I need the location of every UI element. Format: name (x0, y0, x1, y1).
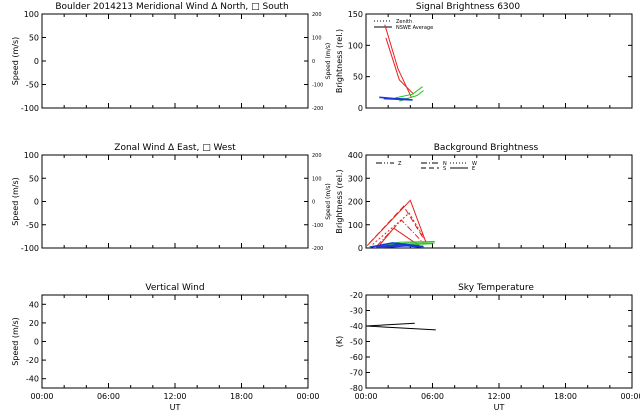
zonal-ytick-label: -50 (26, 221, 39, 230)
zonal-ylabel-right: Speed (m/s) (325, 183, 332, 219)
zonal-ytick-right-label: 100 (312, 176, 322, 182)
sky-xtick-label: 00:00 (620, 392, 640, 401)
background-series-green-2 (374, 242, 435, 247)
vertical-plot-frame (41, 294, 309, 389)
signal-series-blue-2 (383, 97, 413, 101)
signal-series-red-2 (385, 37, 415, 95)
zonal-ytick-right-label: -100 (312, 223, 323, 229)
meridional-ytick-label: -50 (26, 81, 39, 90)
vertical-ylabel: Speed (m/s) (11, 317, 20, 366)
meridional-ylabel: Speed (m/s) (11, 37, 20, 86)
background-title: Background Brightness (434, 143, 539, 153)
sky-xlabel: UT (494, 403, 505, 412)
vertical-ytick-label: 20 (29, 319, 39, 328)
background-series-blue-3 (379, 244, 422, 249)
vertical-title: Vertical Wind (145, 283, 204, 293)
sky-ytick-label: -20 (350, 291, 363, 300)
zonal-ylabel: Speed (m/s) (11, 177, 20, 226)
zonal-ytick-label: 0 (34, 198, 39, 207)
sky-xtick-label: 12:00 (487, 392, 510, 401)
background-series-red-Z (377, 227, 420, 248)
sky-ytick-label: -50 (350, 338, 363, 347)
zonal-title: Zonal Wind Δ East, □ West (114, 143, 236, 153)
background-legend-n: N (443, 161, 447, 167)
signal-ytick-label: 0 (358, 104, 363, 113)
signal-title: Signal Brightness 6300 (416, 2, 520, 12)
background-legend-e: E (472, 166, 475, 172)
background-plot-frame (365, 154, 633, 249)
meridional-ytick-label: 0 (34, 57, 39, 66)
zonal-plot-frame (41, 154, 309, 249)
vertical-xtick-label: 00:00 (30, 392, 53, 401)
sky-title: Sky Temperature (458, 283, 534, 293)
background-ytick-label: 0 (358, 244, 363, 253)
meridional-ytick-label: 100 (24, 10, 39, 19)
sky-ytick-label: -40 (350, 322, 363, 331)
meridional-plot-frame (41, 13, 309, 109)
zonal-ytick-label: -100 (21, 244, 39, 253)
signal-series-green-1 (394, 86, 423, 99)
sky-ytick-label: -80 (350, 384, 363, 393)
sky-xtick-label: 18:00 (554, 392, 577, 401)
signal-ytick-label: 50 (353, 73, 363, 82)
signal-ytick-label: 150 (348, 10, 363, 19)
background-series-red-S (372, 212, 427, 245)
signal-series-red-1 (384, 24, 412, 98)
background-ylabel: Brightness (rel.) (335, 169, 344, 233)
sky-ytick-label: -70 (350, 369, 363, 378)
sky-plot-frame (365, 294, 633, 389)
sky-ylabel: (K) (335, 336, 344, 348)
meridional-ytick-right-label: 200 (312, 12, 322, 18)
vertical-xlabel: UT (170, 403, 181, 412)
signal-legend-zenith: Zenith (396, 19, 412, 25)
vertical-xtick-label: 00:00 (296, 392, 319, 401)
sky-ytick-label: -30 (350, 307, 363, 316)
background-legend-z: Z (398, 161, 402, 167)
background-series-red-N (368, 205, 425, 244)
background-ytick-label: 300 (348, 174, 363, 183)
vertical-ytick-label: -40 (26, 375, 39, 384)
vertical-xtick-label: 06:00 (97, 392, 120, 401)
vertical-xtick-label: 18:00 (230, 392, 253, 401)
vertical-ytick-label: -20 (26, 356, 39, 365)
signal-ylabel: Brightness (rel.) (335, 29, 344, 93)
background-legend-w: W (472, 161, 477, 167)
zonal-ytick-label: 50 (29, 174, 39, 183)
vertical-ytick-label: 40 (29, 300, 39, 309)
background-ytick-label: 100 (348, 221, 363, 230)
meridional-ytick-label: 50 (29, 34, 39, 43)
background-series-red-W (376, 219, 424, 247)
background-legend-s: S (443, 166, 446, 172)
meridional-ytick-right-label: 0 (312, 59, 315, 65)
background-ytick-label: 400 (348, 151, 363, 160)
background-ytick-label: 200 (348, 198, 363, 207)
signal-ytick-label: 100 (348, 41, 363, 50)
background-series-red-E (366, 199, 427, 247)
vertical-xtick-label: 12:00 (163, 392, 186, 401)
meridional-title: Boulder 2014213 Meridional Wind Δ North,… (55, 2, 288, 12)
meridional-ytick-right-label: -200 (312, 106, 323, 112)
meridional-ytick-label: -100 (21, 104, 39, 113)
zonal-ytick-right-label: -200 (312, 246, 323, 252)
vertical-ytick-label: 0 (34, 338, 39, 347)
zonal-ytick-right-label: 0 (312, 200, 315, 206)
signal-legend-average: NSWE Average (396, 25, 433, 31)
meridional-ytick-right-label: -100 (312, 83, 323, 89)
meridional-ytick-right-label: 100 (312, 36, 322, 42)
zonal-ytick-label: 100 (24, 151, 39, 160)
sky-xtick-label: 00:00 (354, 392, 377, 401)
zonal-ytick-right-label: 200 (312, 153, 322, 159)
sky-xtick-label: 06:00 (421, 392, 444, 401)
meridional-ylabel-right: Speed (m/s) (325, 43, 332, 79)
sky-ytick-label: -60 (350, 353, 363, 362)
sky-series-sky-temp (365, 322, 436, 331)
